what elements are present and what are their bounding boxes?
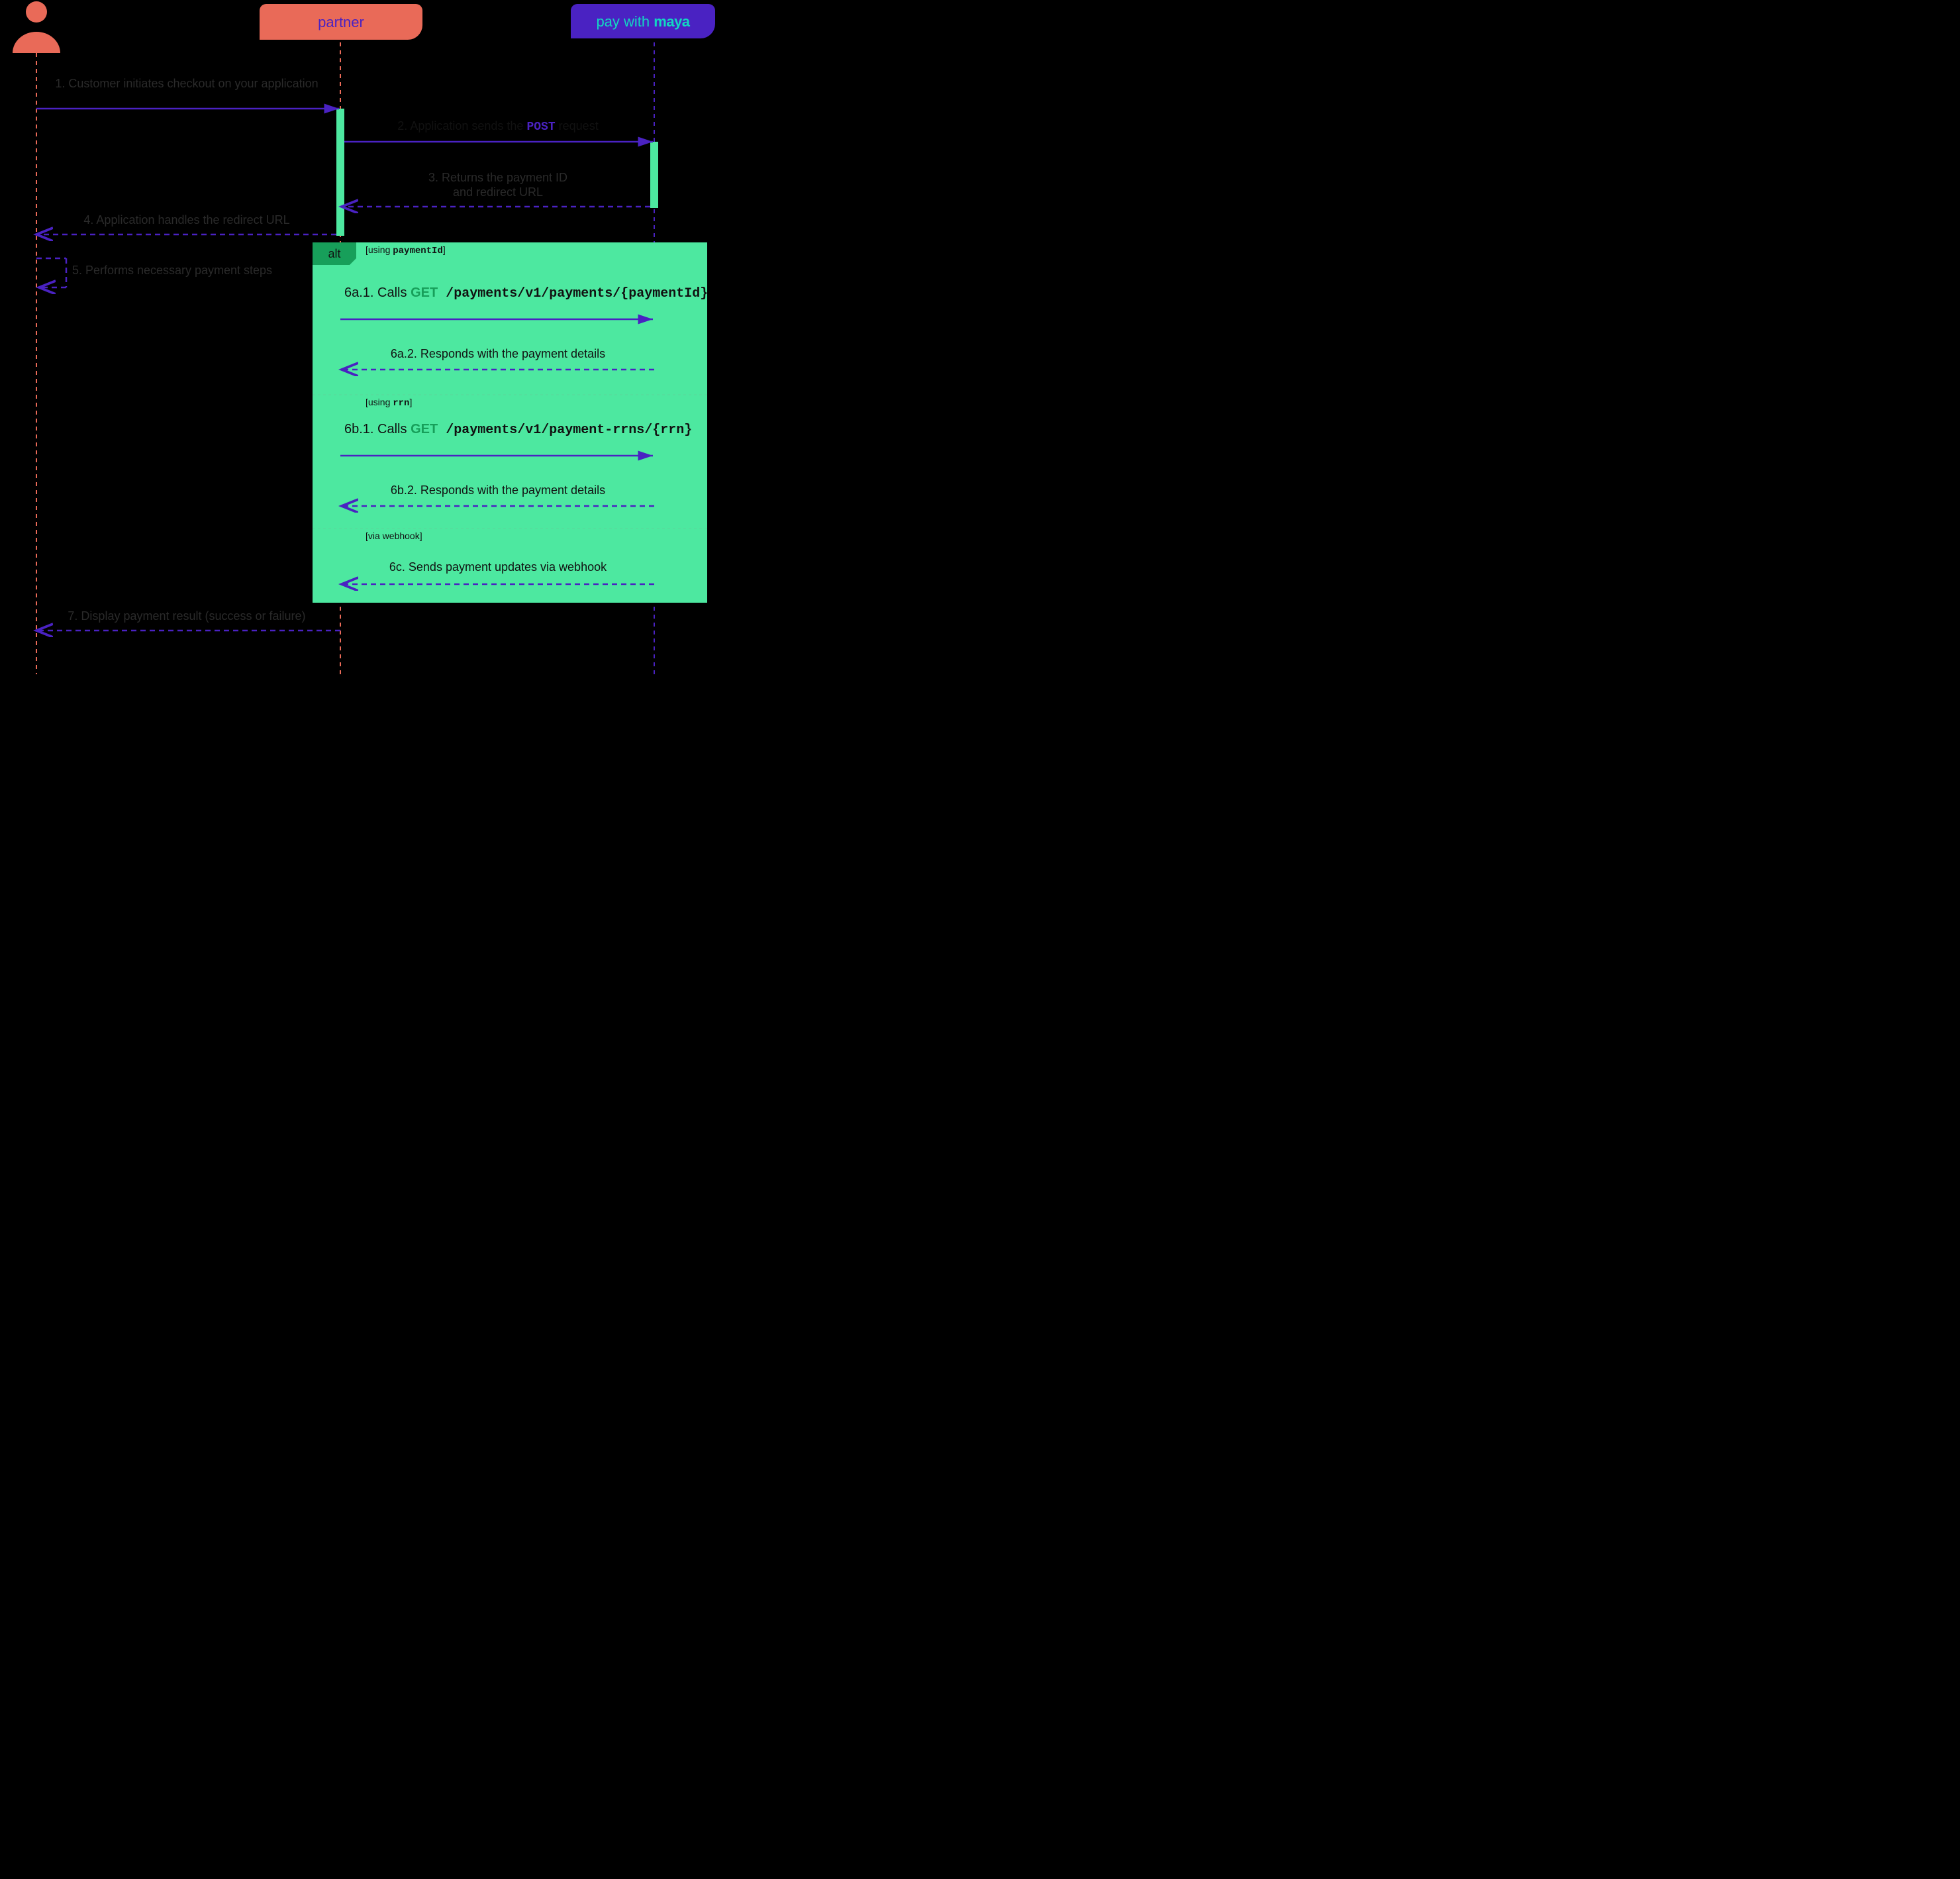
message-m6b2-label: 6b.2. Responds with the payment details (391, 483, 605, 497)
message-m6c-label: 6c. Sends payment updates via webhook (389, 560, 607, 574)
message-m2-label: 2. Application sends the POST request (397, 119, 598, 134)
alt-guard-2: [via webhook] (366, 531, 422, 541)
activation-partner-0 (336, 109, 344, 236)
message-m6a1-label: 6a.1. Calls GET /payments/v1/payments/{p… (344, 285, 708, 301)
alt-guard-1: [using rrn] (366, 397, 412, 409)
actor-head-icon (26, 1, 47, 23)
message-m4-label: 4. Application handles the redirect URL (83, 213, 289, 227)
sequence-diagram: partner pay with maya alt [using paymentId]… (0, 0, 715, 686)
activation-maya-1 (650, 142, 658, 208)
message-m6b1-label: 6b.1. Calls GET /payments/v1/payment-rrn… (344, 422, 692, 438)
message-m5-label: 5. Performs necessary payment steps (72, 264, 272, 277)
message-m6a2-label: 6a.2. Responds with the payment details (391, 347, 605, 360)
participant-maya-label: pay with maya (596, 13, 690, 30)
alt-tab-label: alt (328, 247, 340, 260)
alt-guard-0: [using paymentId] (366, 244, 446, 256)
participant-partner-label: partner (318, 14, 364, 30)
message-m1-label: 1. Customer initiates checkout on your a… (55, 77, 318, 90)
message-m7-label: 7. Display payment result (success or fa… (68, 609, 305, 623)
